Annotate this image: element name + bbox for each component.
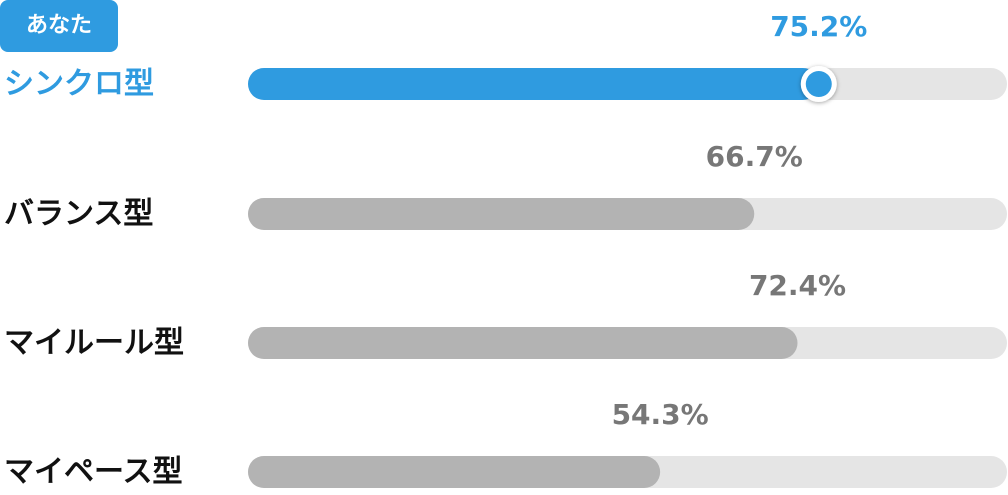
bar (248, 68, 819, 100)
badge-label: あなた (26, 13, 92, 38)
value-label: 54.3% (612, 398, 709, 431)
category-label: マイルール型 (4, 326, 184, 361)
category-label: マイペース型 (4, 455, 183, 490)
value-label: 66.7% (706, 140, 803, 173)
bar (248, 198, 755, 230)
bar (248, 456, 661, 488)
category-label: シンクロ型 (4, 67, 154, 102)
badge: あなた (0, 0, 118, 52)
category-label: バランス型 (4, 197, 153, 232)
knob-inner (805, 71, 832, 97)
bar (248, 327, 798, 359)
value-label: 75.2% (770, 10, 867, 43)
value-label: 72.4% (749, 269, 846, 302)
badge-background (0, 0, 118, 52)
